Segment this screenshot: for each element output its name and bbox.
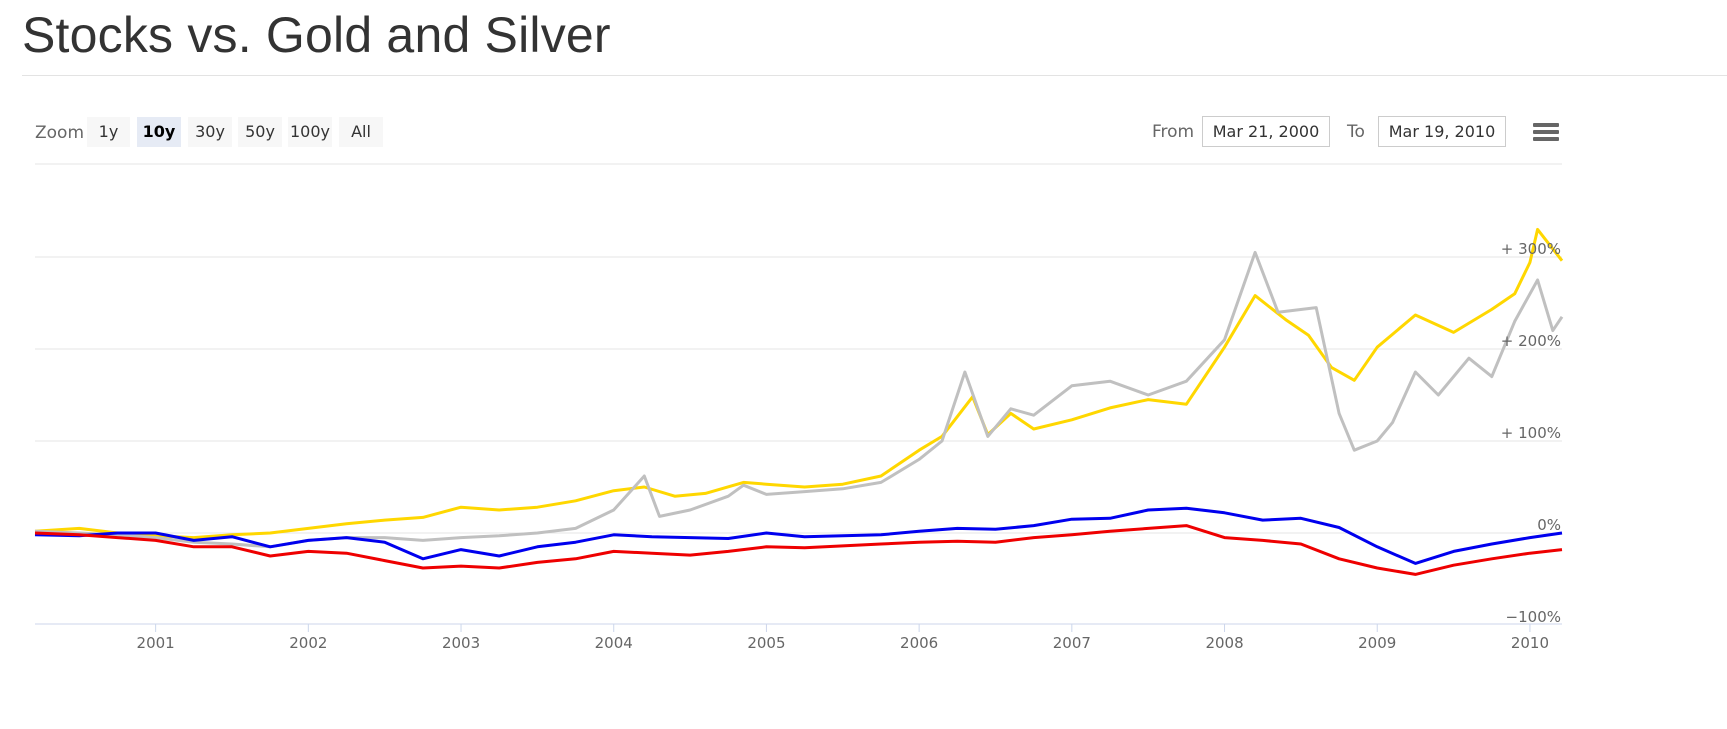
- to-label: To: [1347, 122, 1365, 142]
- series-lines: [34, 227, 1564, 576]
- from-date-input[interactable]: [1202, 116, 1330, 147]
- zoom-label: Zoom: [35, 123, 85, 143]
- x-tick-label: 2002: [289, 634, 327, 652]
- y-axis-labels: + 300% + 200% + 100% 0% −100%: [1501, 240, 1561, 626]
- stocks-series-line: [34, 506, 1563, 565]
- stocks-real-series-line: [34, 524, 1563, 576]
- x-tick-label: 2008: [1205, 634, 1243, 652]
- gridlines: [35, 256, 1562, 534]
- x-tick-label: 2009: [1358, 634, 1396, 652]
- y-tick-label: 0%: [1537, 516, 1561, 534]
- zoom-button-1y[interactable]: 1y: [87, 117, 130, 147]
- zoom-button-30y[interactable]: 30y: [188, 117, 232, 147]
- silver-series-line: [34, 250, 1564, 549]
- x-tick-label: 2003: [442, 634, 480, 652]
- gold-series-line: [34, 227, 1564, 540]
- y-tick-label: + 100%: [1501, 424, 1561, 442]
- menu-icon-bar: [1533, 123, 1559, 127]
- hamburger-menu-icon[interactable]: [1533, 123, 1559, 143]
- zoom-button-50y[interactable]: 50y: [238, 117, 282, 147]
- title-divider: [22, 75, 1727, 76]
- to-date-input[interactable]: [1378, 116, 1506, 147]
- x-tick-label: 2007: [1053, 634, 1091, 652]
- x-tick-label: 2006: [900, 634, 938, 652]
- x-tick-label: 2010: [1511, 634, 1549, 652]
- zoom-button-all[interactable]: All: [339, 117, 383, 147]
- x-tick-label: 2004: [595, 634, 633, 652]
- y-tick-label: + 300%: [1501, 240, 1561, 258]
- y-tick-label: + 200%: [1501, 332, 1561, 350]
- x-tick-label: 2001: [137, 634, 175, 652]
- x-tick-label: 2005: [747, 634, 785, 652]
- zoom-button-10y[interactable]: 10y: [137, 117, 181, 147]
- x-axis-ticks: 2001 2002 2003 2004 2005 2006 2007 2008 2009 2010: [137, 624, 1549, 652]
- page-title: Stocks vs. Gold and Silver: [22, 7, 611, 63]
- menu-icon-bar: [1533, 130, 1559, 134]
- menu-icon-bar: [1533, 137, 1559, 141]
- zoom-button-100y[interactable]: 100y: [288, 117, 332, 147]
- y-tick-label: −100%: [1506, 608, 1561, 626]
- from-label: From: [1152, 122, 1195, 142]
